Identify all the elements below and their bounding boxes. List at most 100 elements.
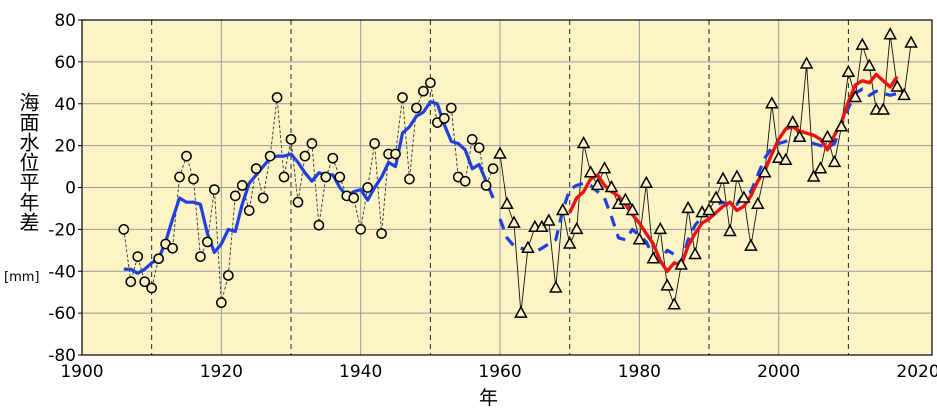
triangle-marker (785, 115, 800, 128)
circle-marker (125, 276, 137, 288)
triangle-marker (778, 152, 793, 166)
circle-marker (264, 150, 276, 162)
y-tick-label: 80 (54, 11, 76, 31)
circle-marker (202, 236, 213, 248)
circle-marker (209, 184, 220, 195)
triangle-marker (604, 179, 619, 193)
y-tick-label: -80 (48, 346, 76, 366)
circle-marker (236, 180, 248, 191)
triangle-marker (625, 202, 640, 216)
circle-marker (418, 85, 429, 97)
circle-marker (188, 173, 199, 185)
circle-marker (167, 242, 178, 254)
circle-marker (348, 192, 360, 204)
circle-marker (445, 102, 457, 114)
y-tick-label: 60 (54, 53, 76, 73)
circle-marker (278, 171, 290, 183)
circle-marker (299, 150, 311, 162)
triangle-marker (549, 280, 563, 293)
circle-marker (355, 224, 367, 235)
triangle-marker (799, 56, 814, 69)
moving-average-blue-solid (123, 100, 495, 275)
triangle-marker (702, 202, 716, 216)
y-tick-label: -60 (48, 304, 76, 324)
triangle-marker (897, 87, 911, 101)
y-tick-label: 40 (54, 95, 76, 115)
circle-marker (292, 196, 304, 208)
triangle-marker (618, 192, 633, 205)
triangle-marker (688, 246, 702, 260)
triangle-marker (514, 305, 528, 318)
triangle-marker (890, 79, 904, 92)
triangle-marker (660, 278, 674, 291)
triangle-marker (862, 58, 877, 71)
triangle-marker (681, 200, 695, 214)
x-tick-label: 1900 (60, 362, 103, 382)
x-tick-label: 1920 (200, 362, 243, 382)
triangle-marker (674, 257, 688, 270)
y-axis-label: 海面水位平年差 (16, 92, 40, 232)
circle-marker (334, 171, 346, 183)
circle-marker (438, 113, 450, 124)
triangle-marker (820, 129, 835, 143)
triangle-marker (542, 213, 556, 226)
triangle-marker (883, 27, 897, 40)
triangle-marker (507, 215, 521, 228)
circle-marker (118, 224, 130, 235)
circle-marker (174, 171, 185, 183)
triangle-marker (493, 146, 507, 159)
circle-marker (411, 102, 422, 114)
triangle-marker (521, 240, 535, 253)
y-tick-label: -40 (48, 262, 76, 282)
triangle-marker (904, 35, 918, 48)
y-tick-label: 0 (65, 179, 76, 199)
triangle-marker (576, 135, 591, 149)
circle-marker (487, 163, 499, 175)
circle-marker (222, 270, 234, 281)
triangle-marker (639, 175, 654, 189)
circle-marker (459, 175, 471, 187)
circle-marker (285, 133, 297, 145)
triangle-marker (855, 37, 870, 50)
triangle-marker (716, 171, 730, 184)
circle-marker (139, 276, 151, 288)
circle-marker (327, 152, 339, 164)
data-series (118, 27, 918, 318)
circle-marker (480, 180, 492, 191)
triangle-marker (758, 165, 772, 178)
triangle-marker (841, 64, 856, 78)
x-tick-label: 1960 (478, 362, 521, 382)
circle-marker (397, 92, 408, 103)
circle-marker (181, 150, 192, 162)
circle-marker (306, 138, 318, 149)
triangle-marker (771, 150, 786, 163)
triangle-marker (827, 154, 842, 168)
circle-marker (243, 205, 255, 216)
triangle-marker (500, 196, 514, 210)
x-axis-label: 年 (479, 387, 499, 409)
circle-marker (313, 219, 325, 231)
circle-marker (229, 190, 241, 202)
triangle-marker (569, 221, 584, 235)
triangle-marker (653, 221, 668, 235)
x-tick-label: 1940 (339, 362, 382, 382)
triangle-marker (876, 102, 890, 115)
circle-marker (153, 253, 164, 265)
circle-marker (146, 282, 158, 294)
triangle-marker (632, 232, 647, 245)
y-tick-label: -20 (48, 220, 76, 240)
triangle-marker (583, 165, 598, 178)
triangle-marker (848, 89, 863, 103)
triangle-marker (730, 169, 744, 182)
x-tick-label: 2000 (757, 362, 800, 382)
triangle-marker (751, 196, 765, 210)
circle-marker (466, 133, 478, 145)
triangle-marker (709, 190, 723, 203)
triangle-marker (813, 161, 828, 174)
triangle-marker (806, 169, 821, 182)
circle-marker (473, 142, 485, 154)
triangle-marker (590, 177, 605, 191)
y-tick-label: 20 (54, 137, 76, 157)
